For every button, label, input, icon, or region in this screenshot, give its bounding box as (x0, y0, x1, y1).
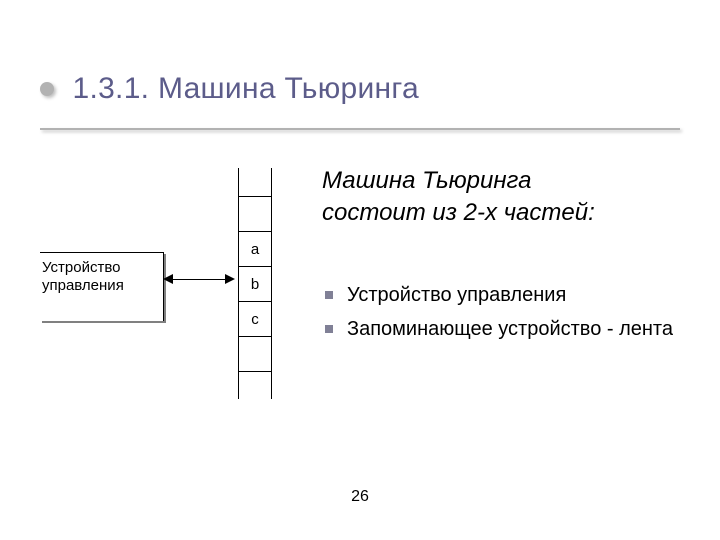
intro-line-1: Машина Тьюринга (322, 165, 702, 197)
title-bullet-icon (40, 82, 54, 96)
control-label-line-1: Устройство (42, 259, 157, 277)
title-underline (40, 128, 680, 130)
intro-text: Машина Тьюринга состоит из 2-х частей: (322, 165, 702, 230)
slide: 1.3.1. Машина Тьюринга Машина Тьюринга с… (0, 0, 720, 540)
list-item-text: Запоминающее устройство - лента (347, 316, 705, 342)
square-bullet-icon (325, 325, 333, 333)
connector-line (168, 279, 228, 280)
tape-cell-open (238, 168, 272, 196)
list-item: Запоминающее устройство - лента (325, 316, 705, 342)
control-label-line-2: управления (42, 277, 157, 295)
tape: a b c (238, 168, 272, 399)
title-region: 1.3.1. Машина Тьюринга (40, 72, 419, 106)
intro-line-2: состоит из 2-х частей: (322, 197, 702, 229)
slide-title: 1.3.1. Машина Тьюринга (72, 72, 419, 105)
arrow-right-icon (225, 274, 235, 284)
square-bullet-icon (325, 291, 333, 299)
list-item-text: Устройство управления (347, 282, 705, 308)
page-number: 26 (0, 488, 720, 506)
tape-cell (238, 196, 272, 231)
bullet-list: Устройство управления Запоминающее устро… (325, 282, 705, 350)
tape-cell: b (238, 266, 272, 301)
turing-diagram: Устройство управления a b c (40, 168, 300, 448)
tape-cell (238, 336, 272, 371)
control-unit-box: Устройство управления (40, 252, 164, 321)
tape-cell-open (238, 371, 272, 399)
arrow-left-icon (163, 274, 173, 284)
list-item: Устройство управления (325, 282, 705, 308)
tape-cell: c (238, 301, 272, 336)
tape-cell: a (238, 231, 272, 266)
